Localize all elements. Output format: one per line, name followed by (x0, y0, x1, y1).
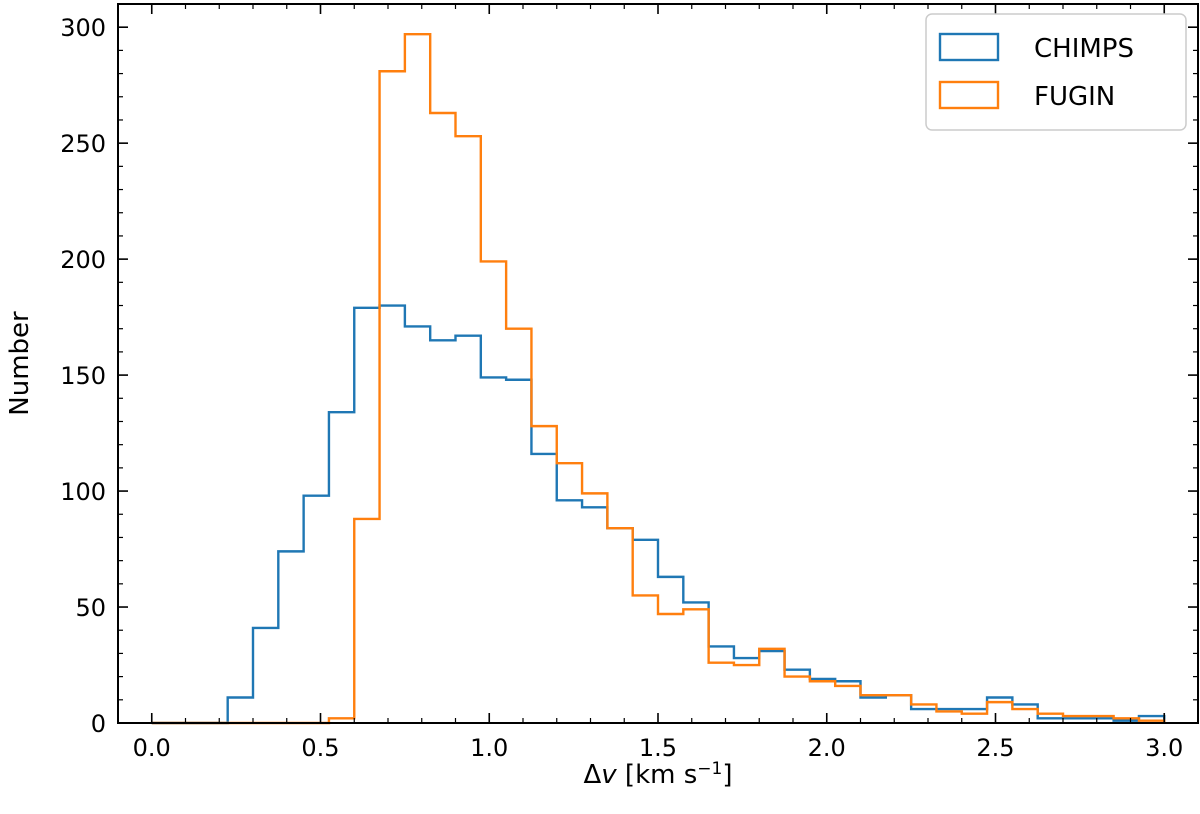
x-axis-label-prefix: Δ (583, 760, 601, 790)
ticks-layer: 0.0 0.5 1.0 1.5 2.0 2.5 3.0 0 50 100 150 200 250 300 (60, 3, 1199, 762)
y-tick-label: 150 (60, 362, 106, 390)
x-axis-label-exponent: −1 (697, 759, 722, 779)
series-line-fugin (151, 32, 1166, 725)
legend-label-chimps: CHIMPS (1034, 34, 1134, 64)
x-tick-label: 0.5 (301, 734, 339, 762)
series-layer (151, 32, 1166, 725)
x-tick-label: 2.5 (976, 734, 1014, 762)
y-tick-label: 250 (60, 130, 106, 158)
x-axis-label: Δv [km s−1] (583, 759, 732, 790)
x-tick-label: 1.5 (639, 734, 677, 762)
legend-swatch-chimps (938, 32, 1000, 62)
x-axis-label-var: v (601, 760, 617, 790)
x-axis-label-unit: [km s (617, 760, 698, 790)
y-tick-label: 100 (60, 478, 106, 506)
y-tick-label: 200 (60, 246, 106, 274)
x-tick-label: 2.0 (808, 734, 846, 762)
y-tick-label: 0 (91, 710, 106, 738)
y-tick-label: 300 (60, 14, 106, 42)
x-axis-label-close: ] (722, 760, 732, 790)
y-axis-label: Number (5, 311, 35, 416)
legend-label-fugin: FUGIN (1034, 82, 1115, 112)
x-tick-label: 1.0 (470, 734, 508, 762)
legend-swatch-fugin (938, 80, 1000, 110)
y-tick-label: 50 (75, 594, 106, 622)
legend-box (925, 13, 1187, 131)
series-line-chimps (151, 304, 1166, 725)
x-tick-label: 3.0 (1145, 734, 1183, 762)
legend: CHIMPS FUGIN (925, 13, 1187, 131)
x-tick-label: 0.0 (133, 734, 171, 762)
